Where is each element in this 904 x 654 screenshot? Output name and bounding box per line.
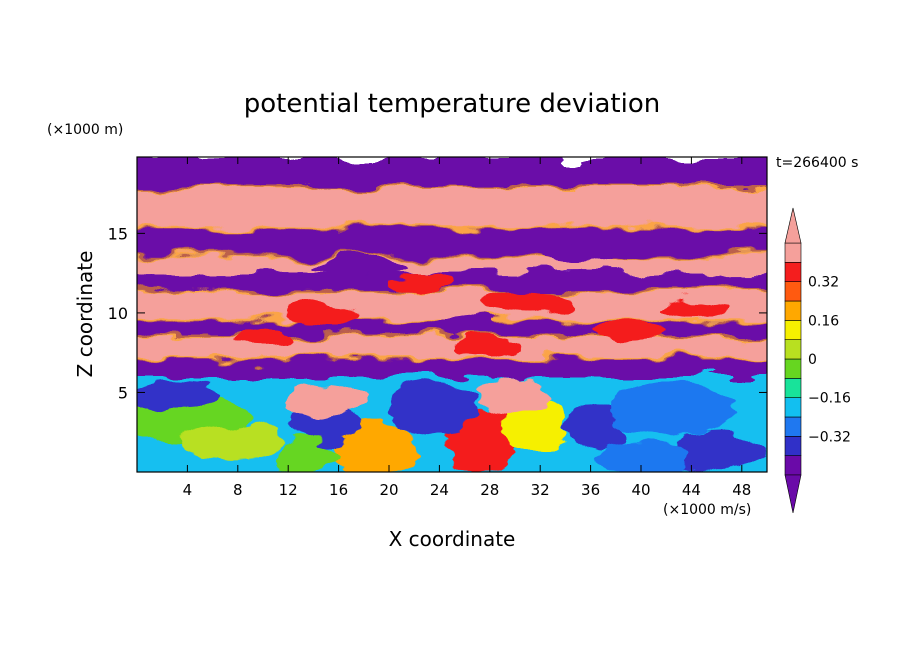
x-tick-label: 16 (329, 481, 348, 499)
field-band (137, 226, 767, 258)
x-tick-label: 20 (379, 481, 398, 499)
colorbar-segment (784, 339, 802, 360)
field-blob (307, 257, 408, 277)
x-tick-label: 40 (631, 481, 650, 499)
colorbar-segment (784, 416, 802, 437)
field-blob (181, 421, 282, 460)
y-tick-label: 5 (118, 383, 128, 402)
y-axis: 5 10 15 (108, 224, 767, 402)
field-blob (231, 330, 295, 350)
x-tick-label: 8 (233, 481, 243, 499)
field-blob (137, 380, 219, 413)
field-band (137, 188, 767, 227)
field-contour-line (137, 186, 767, 190)
field-blob (483, 289, 572, 315)
field-contour-line (137, 255, 767, 259)
colorbar-segment (784, 436, 802, 456)
x-tick-label: 28 (480, 481, 499, 499)
field-band (137, 336, 767, 359)
field-contour-line (137, 290, 767, 294)
field-blob (596, 440, 686, 472)
x-tick-label: 44 (682, 481, 701, 499)
colorbar-segment (784, 397, 802, 418)
colorbar-segment (784, 281, 802, 302)
y-axis-title: Z coordinate (73, 251, 97, 378)
x-unit-label: (×1000 m/s) (663, 502, 751, 518)
field-blob (275, 440, 339, 472)
colorbar: 0.32 0.16 0 −0.16 −0.32 (784, 207, 851, 514)
field-blob (389, 273, 452, 293)
field-blob (433, 317, 497, 331)
x-tick-label: 32 (531, 481, 550, 499)
field-blob (288, 301, 364, 328)
colorbar-label: 0.32 (808, 275, 839, 291)
x-tick-label: 36 (581, 481, 600, 499)
colorbar-segment (784, 242, 802, 263)
colorbar-segment (784, 358, 802, 379)
colorbar-label: 0.16 (808, 313, 839, 329)
colorbar-under-arrow (784, 474, 802, 514)
colorbar-label: −0.16 (808, 391, 851, 407)
field-blob (288, 405, 364, 444)
field-contour-line (137, 356, 767, 360)
colorbar-segment (784, 320, 802, 340)
x-tick-label: 12 (279, 481, 298, 499)
x-tick-label: 24 (430, 481, 449, 499)
colorbar-label: 0 (808, 352, 817, 368)
plot-frame (136, 156, 768, 473)
field-blob (452, 336, 515, 356)
field-blob (590, 320, 667, 340)
field-blob (477, 377, 553, 416)
field-blob (288, 383, 364, 416)
x-axis: 4 8 12 16 20 24 28 32 36 40 44 48 (183, 157, 751, 499)
y-unit-label: (×1000 m) (47, 122, 123, 138)
field-blob (666, 431, 767, 469)
chart-title: potential temperature deviation (244, 89, 660, 119)
colorbar-over-arrow (784, 207, 802, 244)
field-blob (659, 298, 723, 318)
field-blob (609, 383, 736, 435)
time-label: t=266400 s (776, 155, 858, 171)
field-blob (533, 242, 623, 261)
colorbar-segment (784, 378, 802, 398)
field-contour-line (137, 334, 767, 338)
colorbar-segment (784, 300, 802, 321)
x-tick-label: 4 (183, 481, 193, 499)
contour-field (137, 157, 767, 472)
colorbar-segment (784, 455, 802, 476)
y-tick-label: 10 (108, 304, 128, 323)
field-band (137, 257, 767, 274)
field-blob (162, 273, 238, 293)
field-blob (565, 405, 629, 450)
field-contour-line (137, 224, 767, 228)
x-tick-label: 48 (732, 481, 751, 499)
field-blob (389, 383, 478, 435)
field-band (137, 358, 767, 378)
x-axis-title: X coordinate (389, 527, 516, 551)
colorbar-segment (784, 262, 802, 282)
field-band (137, 157, 767, 189)
y-tick-label: 15 (108, 224, 128, 243)
colorbar-label: −0.32 (808, 429, 851, 445)
